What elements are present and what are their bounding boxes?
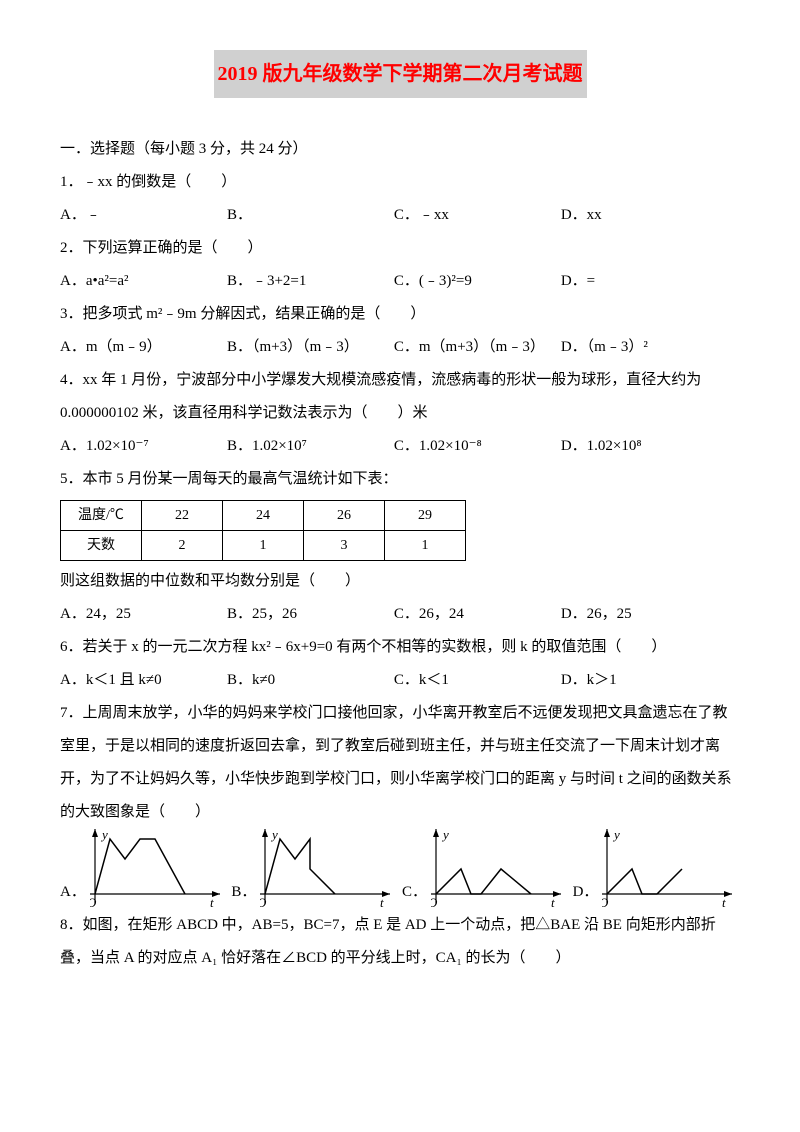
q1-opt-c: C．﹣xx	[394, 199, 557, 232]
graph-c-icon: y O t	[431, 829, 569, 909]
q2-opt-c: C．(﹣3)²=9	[394, 265, 557, 298]
q5-table: 温度/℃ 22 24 26 29 天数 2 1 3 1	[60, 500, 466, 561]
q6-opt-c: C．k＜1	[394, 664, 557, 697]
q5-opt-a: A．24，25	[60, 598, 223, 631]
q4-opt-c: C．1.02×10⁻⁸	[394, 430, 557, 463]
table-cell: 1	[223, 531, 304, 561]
table-cell: 2	[142, 531, 223, 561]
table-row: 温度/℃ 22 24 26 29	[61, 501, 466, 531]
q7-label-c: C．	[402, 876, 427, 909]
q2-stem: 2．下列运算正确的是（ ）	[60, 232, 740, 265]
q5-opt-c: C．26，24	[394, 598, 557, 631]
graph-a-icon: y O t	[90, 829, 228, 909]
q2-opt-a: A．a•a²=a²	[60, 265, 223, 298]
q3-opt-a: A．m（m﹣9）	[60, 331, 223, 364]
svg-text:t: t	[380, 895, 384, 909]
q3-options: A．m（m﹣9） B．（m+3）（m﹣3） C．m（m+3）（m﹣3） D．（m…	[60, 331, 740, 364]
q4-opt-b: B．1.02×10⁷	[227, 430, 390, 463]
q2-opt-d: D．=	[561, 265, 724, 298]
svg-text:y: y	[441, 829, 449, 842]
table-cell: 天数	[61, 531, 142, 561]
page-title: 2019 版九年级数学下学期第二次月考试题	[214, 50, 587, 98]
table-cell: 24	[223, 501, 304, 531]
q4-options: A．1.02×10⁻⁷ B．1.02×10⁷ C．1.02×10⁻⁸ D．1.0…	[60, 430, 740, 463]
table-cell: 3	[304, 531, 385, 561]
svg-text:y: y	[100, 829, 108, 842]
table-cell: 22	[142, 501, 223, 531]
q7-label-a: A．	[60, 876, 86, 909]
svg-text:t: t	[551, 895, 555, 909]
q7-label-d: D．	[573, 876, 599, 909]
q3-stem: 3．把多项式 m²﹣9m 分解因式，结果正确的是（ ）	[60, 298, 740, 331]
table-cell: 温度/℃	[61, 501, 142, 531]
q2-opt-b: B．﹣3+2=1	[227, 265, 390, 298]
q5-sub: 则这组数据的中位数和平均数分别是（ ）	[60, 565, 740, 598]
svg-text:O: O	[431, 895, 438, 909]
q8-stem: 8．如图，在矩形 ABCD 中，AB=5，BC=7，点 E 是 AD 上一个动点…	[60, 909, 740, 975]
q2-options: A．a•a²=a² B．﹣3+2=1 C．(﹣3)²=9 D．=	[60, 265, 740, 298]
q1-stem: 1．﹣xx 的倒数是（ ）	[60, 166, 740, 199]
q6-opt-a: A．k＜1 且 k≠0	[60, 664, 223, 697]
table-cell: 1	[385, 531, 466, 561]
q4-stem: 4．xx 年 1 月份，宁波部分中小学爆发大规模流感疫情，流感病毒的形状一般为球…	[60, 364, 740, 430]
q5-stem: 5．本市 5 月份某一周每天的最高气温统计如下表：	[60, 463, 740, 496]
table-cell: 29	[385, 501, 466, 531]
q3-opt-b: B．（m+3）（m﹣3）	[227, 331, 390, 364]
q7-graphs: A． y O t B． y O t C． y O t D． y O	[60, 829, 740, 909]
svg-text:t: t	[722, 895, 726, 909]
svg-text:y: y	[612, 829, 620, 842]
graph-b-line	[265, 839, 335, 894]
graph-a-line	[95, 839, 185, 894]
q7-label-b: B．	[231, 876, 256, 909]
q6-opt-d: D．k＞1	[561, 664, 724, 697]
q3-opt-d: D．（m﹣3）²	[561, 331, 724, 364]
graph-b-icon: y O t	[260, 829, 398, 909]
graph-d-icon: y O t	[602, 829, 740, 909]
section-header: 一．选择题（每小题 3 分，共 24 分）	[60, 133, 740, 166]
svg-text:t: t	[210, 895, 214, 909]
q7-stem: 7．上周周末放学，小华的妈妈来学校门口接他回家，小华离开教室后不远便发现把文具盒…	[60, 697, 740, 829]
q5-opt-d: D．26，25	[561, 598, 724, 631]
q6-opt-b: B．k≠0	[227, 664, 390, 697]
q4-opt-d: D．1.02×10⁸	[561, 430, 724, 463]
q1-opt-b: B．	[227, 199, 390, 232]
graph-d-line	[607, 869, 682, 894]
svg-text:O: O	[90, 895, 97, 909]
svg-text:O: O	[260, 895, 267, 909]
q4-opt-a: A．1.02×10⁻⁷	[60, 430, 223, 463]
q5-opt-b: B．25，26	[227, 598, 390, 631]
graph-c-line	[436, 869, 531, 894]
table-row: 天数 2 1 3 1	[61, 531, 466, 561]
q1-options: A．﹣ B． C．﹣xx D．xx	[60, 199, 740, 232]
q5-options: A．24，25 B．25，26 C．26，24 D．26，25	[60, 598, 740, 631]
table-cell: 26	[304, 501, 385, 531]
svg-text:O: O	[602, 895, 609, 909]
svg-text:y: y	[270, 829, 278, 842]
q3-opt-c: C．m（m+3）（m﹣3）	[394, 331, 557, 364]
q1-opt-a: A．﹣	[60, 199, 223, 232]
q6-options: A．k＜1 且 k≠0 B．k≠0 C．k＜1 D．k＞1	[60, 664, 740, 697]
q1-opt-d: D．xx	[561, 199, 724, 232]
q6-stem: 6．若关于 x 的一元二次方程 kx²﹣6x+9=0 有两个不相等的实数根，则 …	[60, 631, 740, 664]
